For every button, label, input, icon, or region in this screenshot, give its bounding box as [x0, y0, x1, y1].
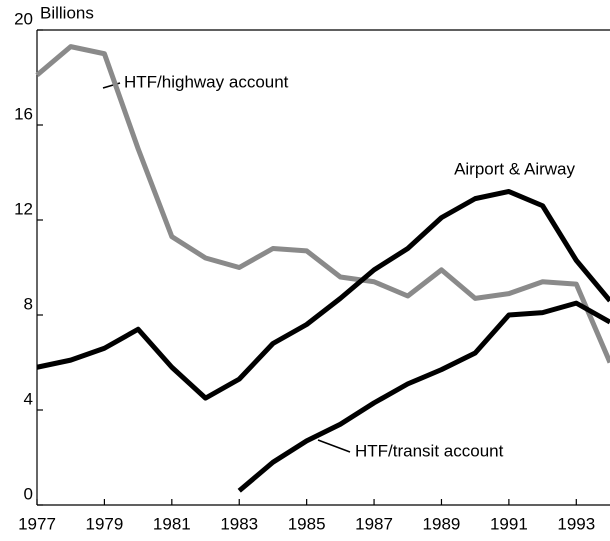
y-tick-label: 8	[24, 294, 33, 313]
x-tick-label: 1979	[85, 514, 123, 533]
annotation-pointer	[317, 439, 351, 453]
y-axis-label: Billions	[40, 3, 94, 22]
y-tick-label: 16	[14, 104, 33, 123]
x-tick-label: 1987	[355, 514, 393, 533]
y-tick-label: 0	[24, 484, 33, 503]
series-line	[237, 300, 610, 493]
y-tick-label: 20	[14, 9, 33, 28]
x-tick-label: 1989	[423, 514, 461, 533]
y-tick-label: 4	[24, 389, 33, 408]
x-tick-label: 1993	[557, 514, 595, 533]
series-label: Airport & Airway	[454, 159, 575, 178]
x-tick-label: 1981	[153, 514, 191, 533]
x-tick-label: 1985	[288, 514, 326, 533]
series-label: HTF/transit account	[355, 441, 504, 460]
series-label: HTF/highway account	[124, 72, 289, 91]
x-tick-label: 1991	[490, 514, 528, 533]
y-tick-label: 12	[14, 199, 33, 218]
x-tick-label: 1977	[18, 514, 56, 533]
x-tick-label: 1983	[220, 514, 258, 533]
series-line	[35, 44, 610, 364]
series-line	[36, 189, 610, 401]
